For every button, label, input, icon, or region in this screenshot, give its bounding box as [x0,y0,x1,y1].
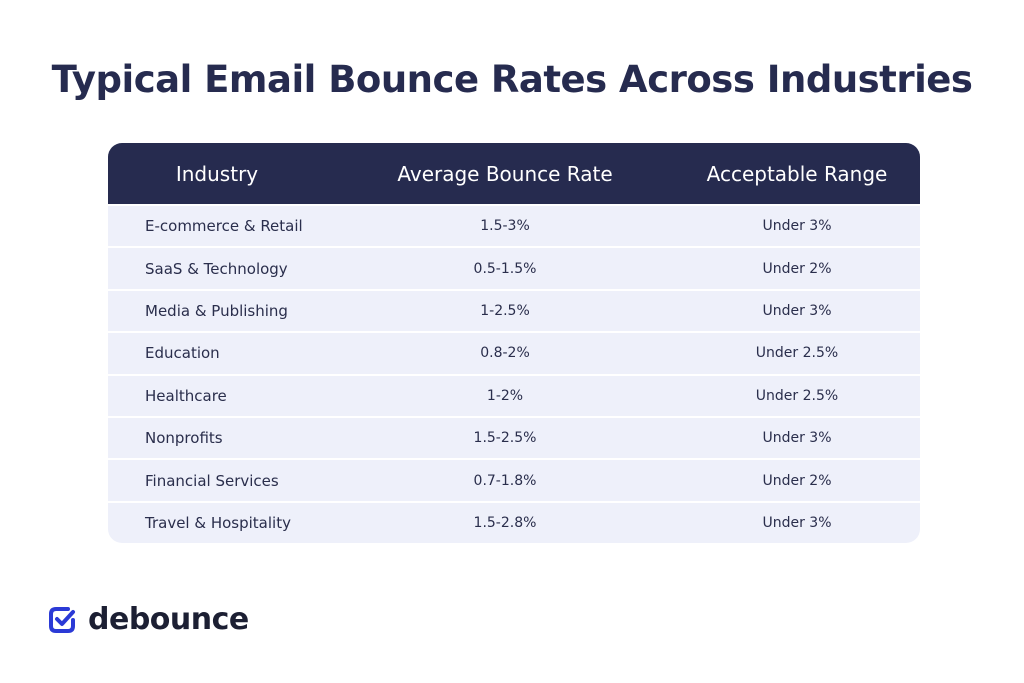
table-cell: 0.5-1.5% [473,260,537,277]
table-cell: Travel & Hospitality [145,513,291,532]
table-cell: Media & Publishing [145,301,288,320]
table-row: E-commerce & Retail 1.5-3% Under 3% [108,204,920,246]
table-cell: Healthcare [145,386,227,405]
table-row: Financial Services 0.7-1.8% Under 2% [108,458,920,500]
header-cell: Average Bounce Rate [397,161,613,186]
table-cell: Under 3% [762,514,832,531]
table-cell: SaaS & Technology [145,259,288,278]
table-cell: Education [145,344,220,363]
table-cell: Under 3% [762,302,832,319]
logo-icon [49,606,75,633]
table-row: SaaS & Technology 0.5-1.5% Under 2% [108,246,920,288]
table-cell: Financial Services [145,471,279,490]
table-cell: Under 2.5% [755,387,839,404]
table-cell: Nonprofits [145,429,223,448]
table-row: Travel & Hospitality 1.5-2.8% Under 3% [108,500,920,543]
table-header: Industry Average Bounce Rate Acceptable Ra… [108,143,920,204]
table-cell: 0.7-1.8% [473,472,537,489]
table: Industry Average Bounce Rate Acceptable Ra… [108,143,920,544]
title: Typical Email Bounce Rates Across Indust… [51,58,973,101]
table-cell: E-commerce & Retail [145,217,303,236]
logo-text: debounce [88,602,249,637]
table-cell: 1-2% [486,387,524,404]
table-row: Education 0.8-2% Under 2.5% [108,331,920,373]
table-cell: 1.5-3% [480,218,530,235]
table-cell: Under 2% [762,472,832,489]
table-row: Healthcare 1-2% Under 2.5% [108,373,920,416]
table-cell: 1.5-2.5% [473,430,537,447]
table-cell: Under 2% [762,260,832,277]
table-cell: Under 2.5% [755,345,839,362]
table-cell: 1-2.5% [480,302,530,319]
table-cell: 0.8-2% [480,345,530,362]
header-cell: Acceptable Range [706,161,888,186]
table-cell: Under 3% [762,218,832,235]
table-row: Nonprofits 1.5-2.5% Under 3% [108,415,920,458]
header-cell: Industry [175,161,259,186]
table-cell: Under 3% [762,430,832,447]
table-cell: 1.5-2.8% [473,514,537,531]
logo: debounce [48,602,249,637]
table-row: Media & Publishing 1-2.5% Under 3% [108,288,920,331]
